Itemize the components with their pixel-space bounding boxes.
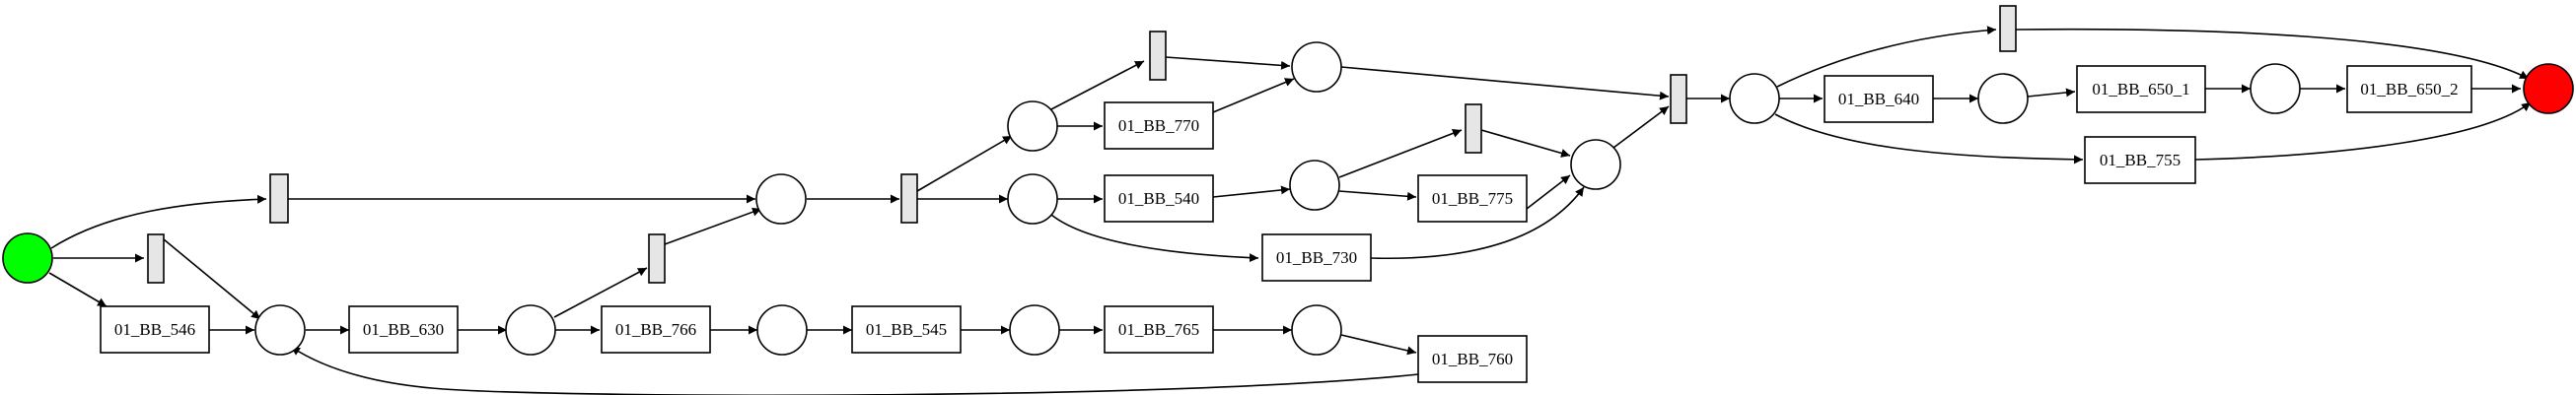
edge-bb770-to-p7 xyxy=(1212,78,1295,113)
edge-p10-to-silent-5 xyxy=(1338,129,1463,178)
edge-bb760-to-p1-loop xyxy=(290,346,1419,395)
transition-label: 01_BB_540 xyxy=(1118,189,1199,208)
transition-01-bb-775: 01_BB_775 xyxy=(1417,174,1528,223)
end-place xyxy=(2523,63,2574,114)
silent-transition xyxy=(1999,5,2017,52)
silent-transition xyxy=(1149,31,1167,81)
transition-label: 01_BB_630 xyxy=(363,320,444,339)
transition-label: 01_BB_650_1 xyxy=(2092,80,2189,99)
silent-transition xyxy=(1670,74,1687,124)
silent-transitions xyxy=(147,5,2017,284)
edge-silent-2-to-p2 xyxy=(664,207,762,245)
edge-p9-to-bb730 xyxy=(1050,214,1259,263)
place xyxy=(1570,139,1621,190)
place xyxy=(755,173,807,225)
silent-transition xyxy=(147,233,165,284)
transition-label: 01_BB_770 xyxy=(1118,116,1199,135)
transition-01-bb-765: 01_BB_765 xyxy=(1104,305,1214,354)
edge-bb755-to-end xyxy=(2194,101,2532,161)
place xyxy=(505,304,556,356)
edge-bb730-to-p11 xyxy=(1370,186,1585,260)
labeled-transitions: 01_BB_546 01_BB_630 01_BB_766 01_BB_545 … xyxy=(100,65,2472,383)
edge-p7-to-silent-6 xyxy=(1340,66,1670,100)
edge-silent-4-to-p7 xyxy=(1165,56,1291,70)
place xyxy=(1289,160,1340,211)
edge-silent-7-to-end xyxy=(2015,28,2530,80)
place xyxy=(254,304,306,356)
silent-transition xyxy=(648,233,666,284)
transition-label: 01_BB_775 xyxy=(1432,189,1513,208)
transition-01-bb-760: 01_BB_760 xyxy=(1417,335,1528,383)
place xyxy=(756,304,808,356)
transition-01-bb-650-1: 01_BB_650_1 xyxy=(2076,65,2206,113)
transition-01-bb-730: 01_BB_730 xyxy=(1261,233,1372,282)
edge-bb775-to-p11 xyxy=(1526,174,1571,210)
edge-p6-to-bb760 xyxy=(1340,334,1417,356)
transition-01-bb-640: 01_BB_640 xyxy=(1824,75,1934,123)
transition-01-bb-755: 01_BB_755 xyxy=(2084,136,2196,184)
transition-01-bb-770: 01_BB_770 xyxy=(1104,101,1214,150)
transition-01-bb-650-2: 01_BB_650_2 xyxy=(2346,65,2472,113)
transition-01-bb-546: 01_BB_546 xyxy=(100,305,210,354)
edge-bb540-to-p10 xyxy=(1212,185,1291,198)
edge-p8-to-silent-4 xyxy=(1048,60,1145,111)
places xyxy=(2,41,2574,356)
transition-01-bb-766: 01_BB_766 xyxy=(601,305,711,354)
transition-label: 01_BB_760 xyxy=(1432,350,1513,368)
transition-label: 01_BB_765 xyxy=(1118,320,1199,339)
edge-p3-to-silent-2 xyxy=(553,267,648,318)
edge-p12-to-silent-7 xyxy=(1776,26,1997,88)
edge-silent-3-to-p8 xyxy=(916,135,1013,192)
place xyxy=(1729,73,1780,124)
transition-label: 01_BB_640 xyxy=(1838,90,1919,108)
transition-label: 01_BB_545 xyxy=(866,320,947,339)
edge-silent-1-to-p1 xyxy=(163,238,261,320)
place xyxy=(2250,63,2301,114)
edge-p10-to-bb775 xyxy=(1338,190,1417,201)
transition-01-bb-540: 01_BB_540 xyxy=(1104,174,1214,223)
edge-start-to-silent-top xyxy=(50,194,267,249)
transition-01-bb-630: 01_BB_630 xyxy=(348,305,459,354)
place xyxy=(1009,304,1060,356)
edge-start-to-bb546 xyxy=(48,272,107,307)
edge-p12-to-bb755 xyxy=(1774,113,2084,165)
edge-p13-to-bb650-1 xyxy=(2027,88,2076,98)
transition-label: 01_BB_650_2 xyxy=(2360,80,2458,99)
place xyxy=(1291,304,1342,356)
place xyxy=(1291,41,1342,93)
transition-label: 01_BB_730 xyxy=(1276,248,1357,267)
place xyxy=(1007,173,1058,225)
silent-transition xyxy=(1465,103,1482,154)
edge-p11-to-silent-6 xyxy=(1612,105,1670,149)
silent-transition xyxy=(269,173,289,224)
place xyxy=(1977,73,2029,124)
transition-01-bb-545: 01_BB_545 xyxy=(851,305,962,354)
transition-label: 01_BB_766 xyxy=(615,320,696,339)
transition-label: 01_BB_546 xyxy=(114,320,195,339)
edge-silent-5-to-p11 xyxy=(1480,129,1571,158)
transition-label: 01_BB_755 xyxy=(2100,151,2181,169)
silent-transition xyxy=(900,173,918,224)
start-place xyxy=(2,232,53,284)
place xyxy=(1007,100,1058,152)
